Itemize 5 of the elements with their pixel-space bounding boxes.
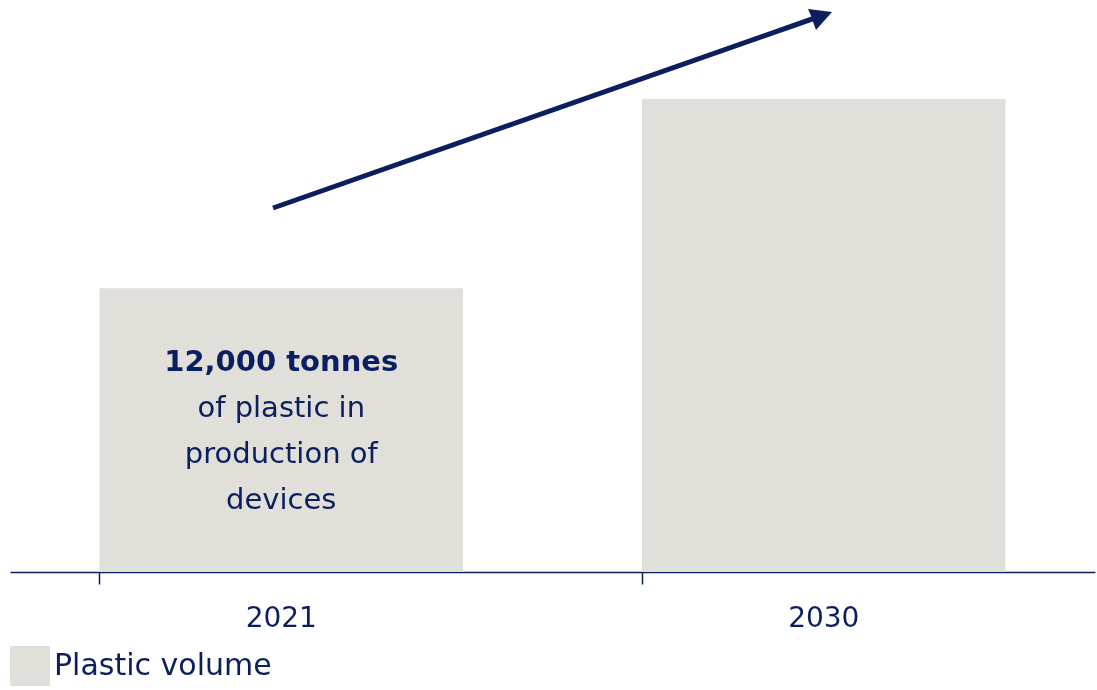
x-tick-label: 2021 (245, 600, 317, 634)
legend-label: Plastic volume (54, 647, 272, 682)
x-tick-label: 2030 (788, 600, 860, 634)
annotation: 12,000 tonnes (164, 344, 399, 378)
annotation: of plastic in production of devices (184, 390, 379, 516)
